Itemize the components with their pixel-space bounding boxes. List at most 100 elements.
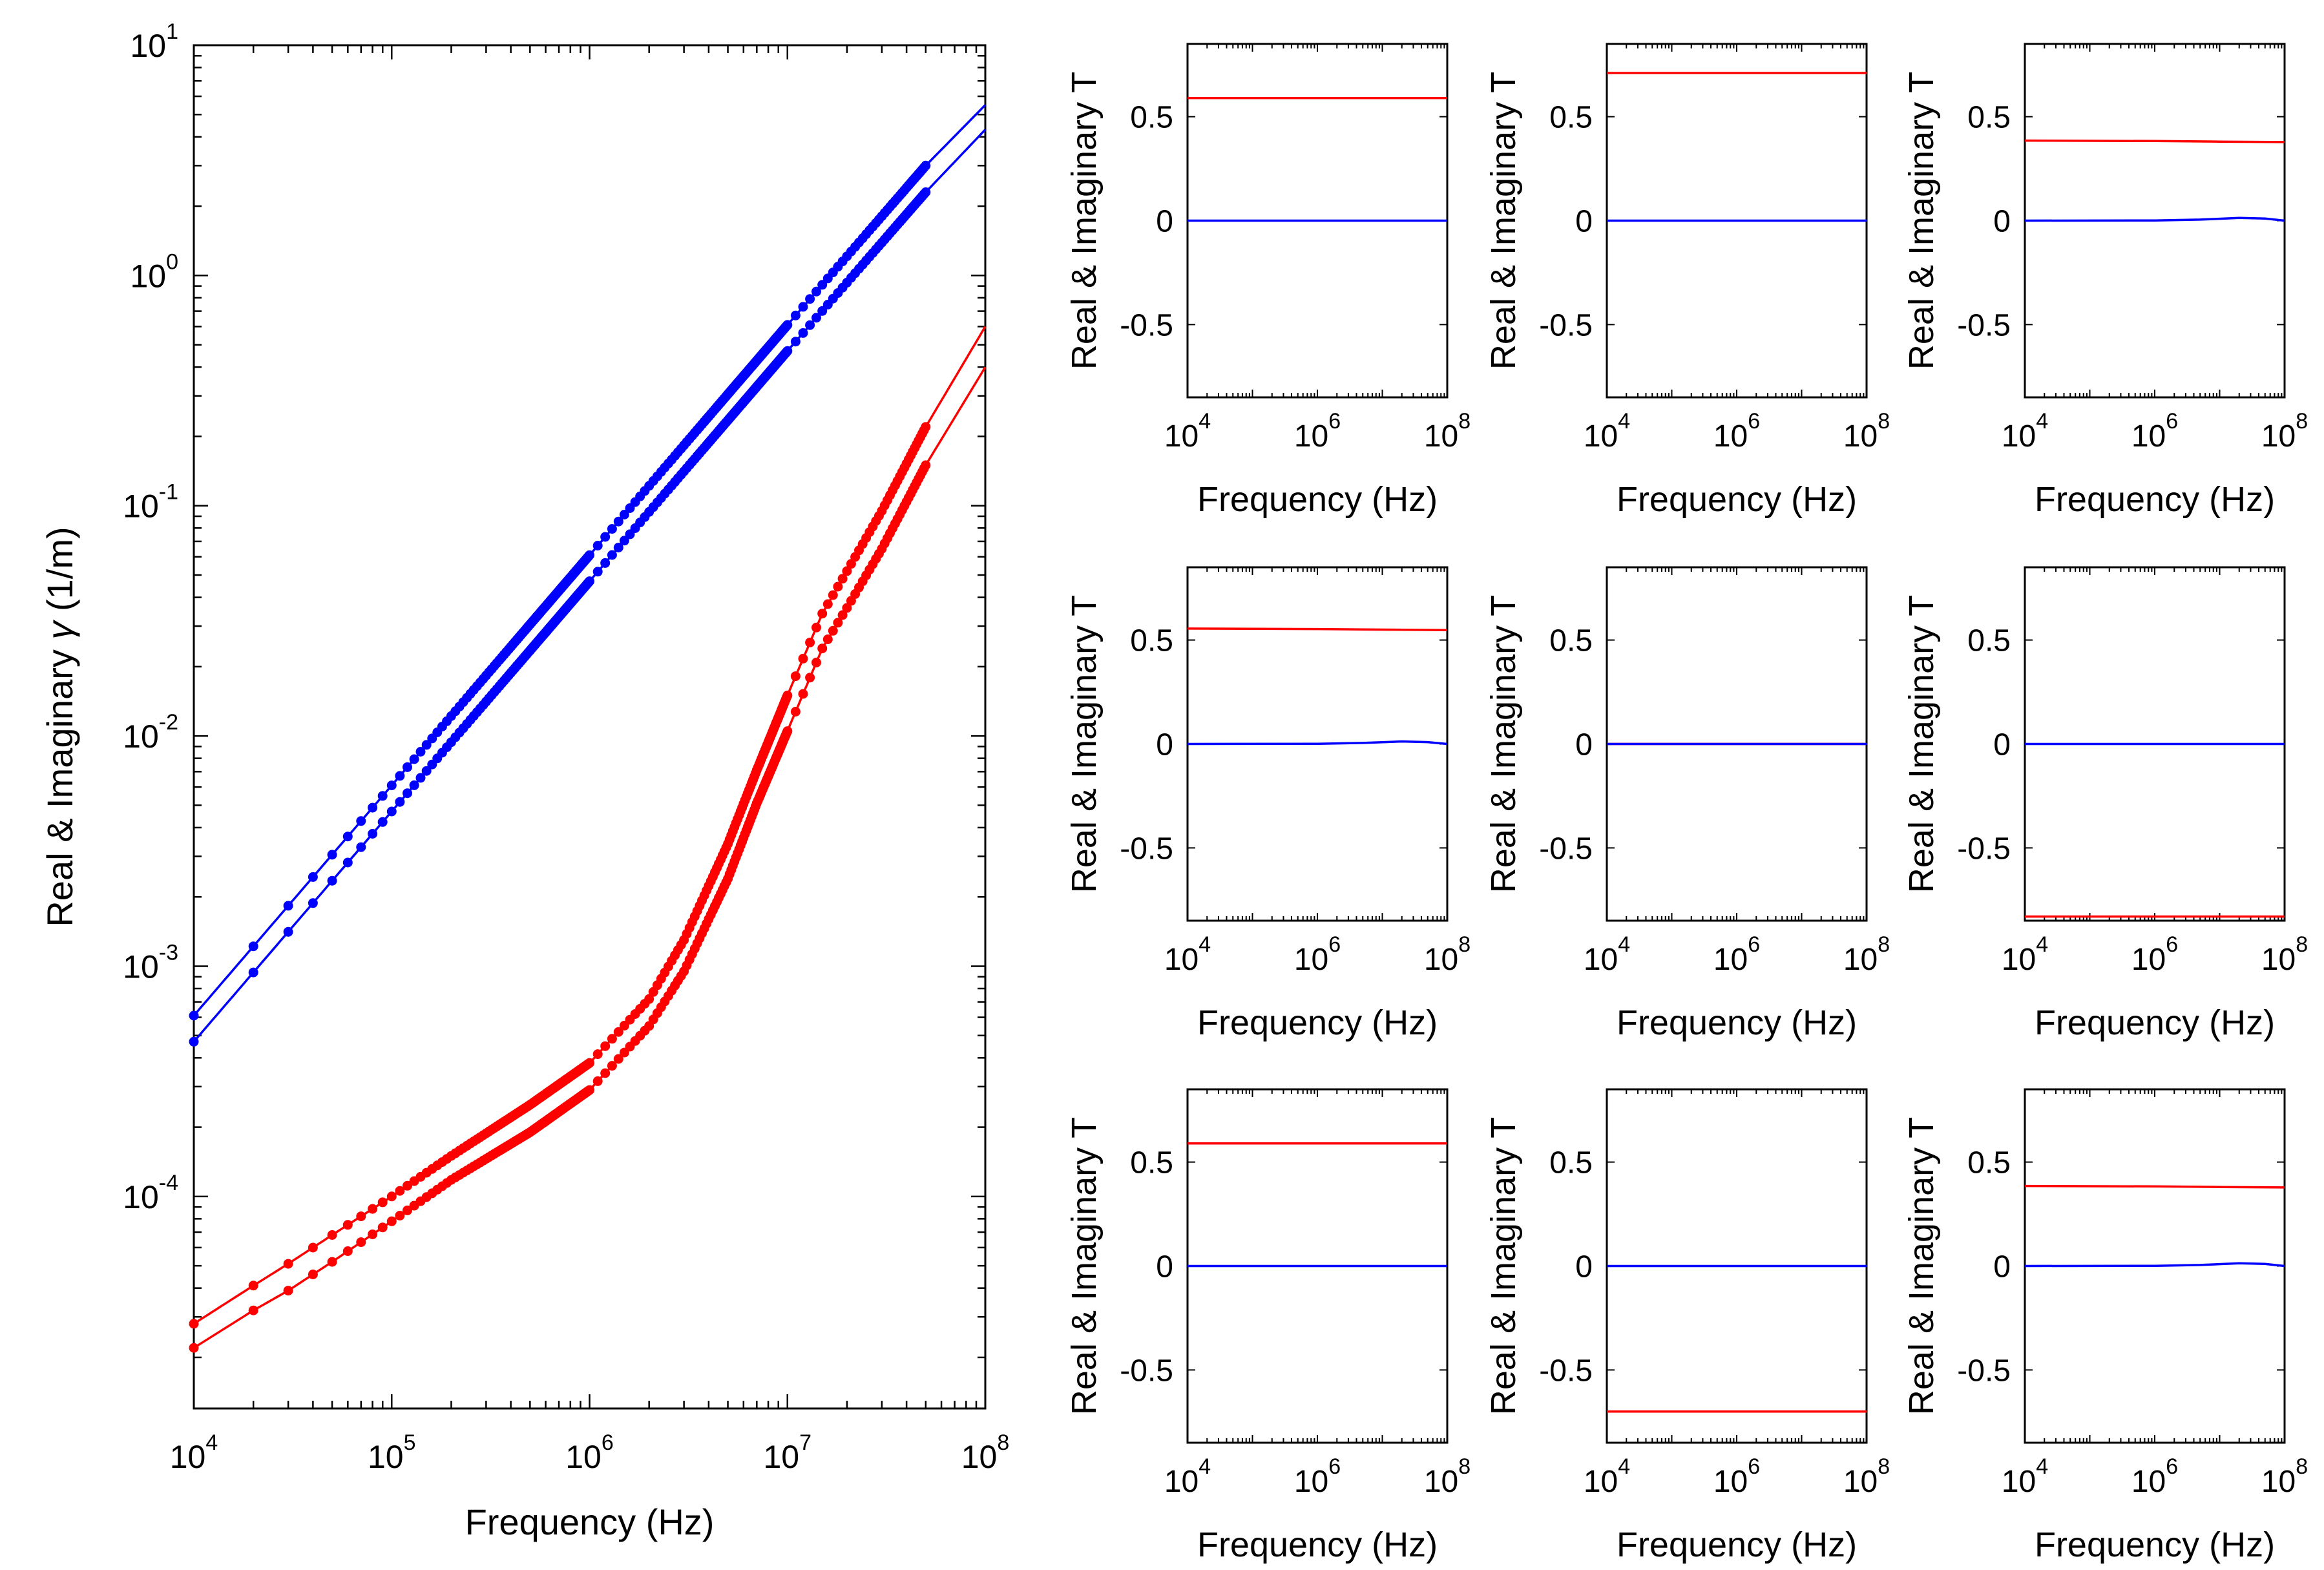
data-point [921,187,931,197]
x-axis-label: Frequency (Hz) [1197,1003,1438,1042]
y-axis-label: Real & Imaginary T [1902,1117,1941,1415]
data-point [600,1068,611,1078]
data-point [822,634,833,644]
data-point [308,872,318,882]
x-tick-label: 106 [1713,1454,1760,1499]
data-point [308,1242,318,1253]
x-tick-label: 104 [1164,409,1211,454]
data-point [403,762,412,772]
data-point [356,1237,366,1248]
data-point [805,673,815,683]
y-tick-label: 0.5 [1549,624,1593,658]
x-axis-label: Frequency (Hz) [2035,480,2275,519]
x-axis-label: Frequency (Hz) [2035,1003,2275,1042]
data-point [308,898,318,908]
data-point [613,516,623,527]
y-tick-label: 0.5 [1549,101,1593,135]
data-point [833,581,843,592]
y-tick-label: 0.5 [1967,101,2011,135]
data-point [592,1076,603,1086]
x-tick-label: 106 [1294,1454,1341,1499]
data-point [415,773,426,783]
x-tick-label: 106 [2131,1454,2178,1499]
x-axis-label: Frequency (Hz) [2035,1525,2275,1564]
data-point [189,1343,199,1353]
x-axis-label: Frequency (Hz) [465,1502,715,1542]
y-tick-label: -0.5 [1957,832,2011,866]
data-point [837,574,848,584]
x-tick-label: 108 [1424,409,1471,454]
data-point [790,337,801,347]
data-point [283,926,293,937]
data-point [798,689,808,699]
data-point [189,1010,199,1021]
data-point [921,160,931,171]
data-point [619,536,629,546]
data-point [368,1230,378,1239]
data-point [585,550,594,560]
data-point [342,857,353,868]
y-axis-label: Real & Imaginary T [1484,595,1523,893]
x-tick-label: 105 [368,1430,416,1475]
data-point [790,671,801,682]
data-point [342,1246,353,1256]
data-point [782,346,793,356]
data-point [283,1259,293,1269]
series-line-3 [193,326,987,1325]
data-point [386,806,397,817]
y-tick-label: 0.5 [1967,1146,2011,1180]
data-point [415,747,426,757]
data-point [790,707,801,717]
x-tick-label: 104 [2002,1454,2048,1499]
data-point [619,510,629,519]
x-tick-label: 106 [565,1430,614,1475]
y-tick-label: -0.5 [1539,308,1593,342]
x-tick-label: 104 [2002,932,2048,977]
subplot-9: 0.5 0 -0.5 104 106 108 Frequency (Hz) Real & Im… [1902,1088,2308,1564]
data-point [342,1220,353,1230]
series-line-4 [193,366,987,1349]
y-tick-label: 0.5 [1130,101,1173,135]
data-point [592,541,603,550]
data-point [921,422,931,432]
x-tick-label: 104 [1584,932,1630,977]
data-point [327,1230,337,1240]
data-point [592,1049,603,1060]
x-axis-label: Frequency (Hz) [1617,1525,1857,1564]
x-tick-label: 104 [1164,932,1211,977]
x-tick-label: 107 [763,1430,811,1475]
subplot-2: 0.5 0 -0.5 104 106 108 Frequency (Hz) Real & Im… [1484,43,1890,519]
data-point [811,622,821,633]
y-tick-label: -0.5 [1120,1354,1173,1388]
y-axis-label: Real & Imaginary T [1065,595,1104,893]
data-point [356,816,366,826]
subplot-1: 0.5 0 -0.5 104 106 108 Frequency (Hz) Real & Im… [1065,43,1471,519]
y-tick-label: 0 [1993,728,2011,762]
data-point [817,306,828,316]
x-tick-label: 104 [1584,1454,1630,1499]
data-point [189,1036,199,1047]
data-point [805,637,815,647]
y-tick-label: 10-1 [123,480,178,525]
x-tick-label: 106 [2131,409,2178,454]
data-point [283,901,293,911]
data-point [613,1027,623,1037]
data-point [327,875,337,886]
x-tick-label: 104 [1164,1454,1211,1499]
data-point [386,780,397,791]
y-tick-label: 0 [1575,1250,1593,1284]
data-point [613,1054,623,1064]
y-axis-label: Real & Imaginary γ (1/m) [39,527,80,926]
data-point [811,286,821,297]
x-tick-label: 104 [1584,409,1630,454]
data-point [377,791,388,801]
data-point [842,603,852,613]
imag-t-line [2024,216,2285,222]
y-tick-label: 0.5 [1130,624,1173,658]
data-point [822,599,833,609]
data-point [790,310,801,320]
y-tick-label: 10-3 [123,940,178,985]
y-tick-label: 0 [1993,1250,2011,1284]
data-point [805,294,815,304]
